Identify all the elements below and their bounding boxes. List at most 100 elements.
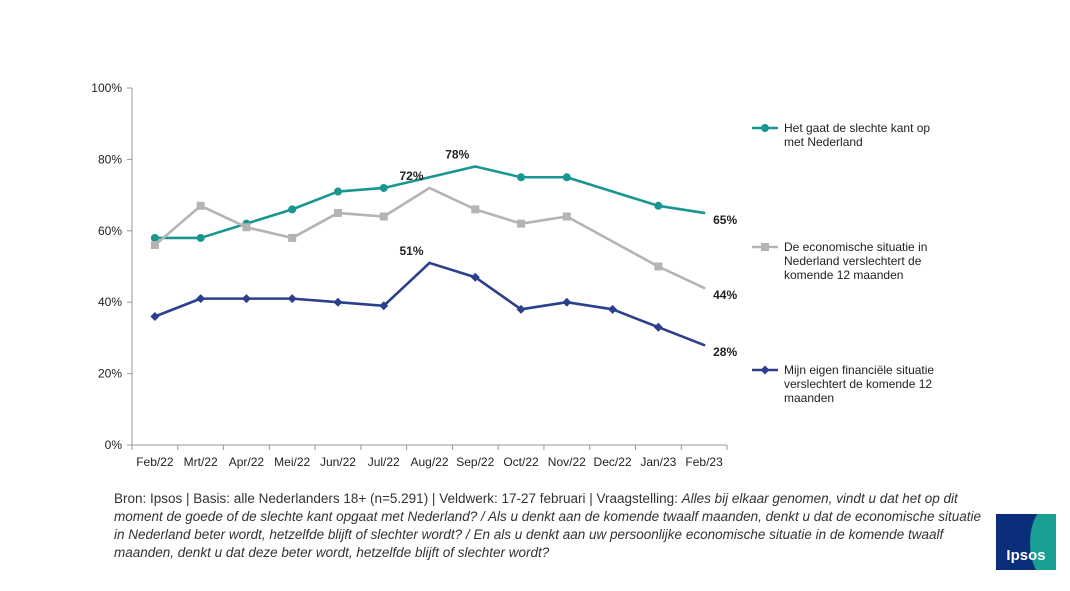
data-point [196, 201, 205, 210]
series-1: 72% 44% [150, 169, 737, 302]
data-point [470, 272, 480, 282]
legend-entry-2: Mijn eigen financiële situatieverslechte… [752, 363, 934, 405]
series-line-segment [657, 204, 706, 215]
series-line-segment [473, 275, 523, 311]
series-line-segment [336, 300, 386, 308]
data-point [287, 294, 297, 304]
data-label: 51% [399, 244, 423, 258]
data-point [150, 233, 159, 242]
series-line-segment [290, 297, 340, 304]
x-tick-label: Nov/22 [548, 455, 586, 469]
series-line-segment [428, 186, 477, 211]
series-2: 51% 28% [150, 244, 737, 359]
data-label: 44% [713, 288, 737, 302]
series-line-segment [519, 215, 569, 225]
series-line-segment [290, 211, 340, 240]
data-point [653, 322, 663, 332]
series-line-segment [245, 225, 294, 240]
y-tick-label: 60% [98, 224, 122, 238]
data-point [288, 205, 297, 214]
y-tick-label: 40% [98, 295, 122, 309]
data-point [471, 205, 480, 214]
x-tick-label: Feb/22 [136, 455, 174, 469]
logo-text: Ipsos [1006, 547, 1046, 564]
chart-series: 78% 65% 72% 44% 51% 28% [150, 148, 737, 359]
series-line-segment [199, 222, 248, 240]
data-point [562, 297, 572, 307]
ipsos-logo: Ipsos [996, 514, 1056, 570]
legend-label: komende 12 maanden [784, 268, 903, 282]
series-line-segment [428, 261, 477, 279]
legend-label: Nederland verslechtert de [784, 254, 922, 268]
series-line-segment [565, 215, 660, 268]
series-line-segment [657, 265, 706, 290]
data-point [517, 173, 526, 182]
data-label: 72% [399, 169, 423, 183]
logo-swoosh [1030, 514, 1056, 570]
x-tick-label: Oct/22 [503, 455, 539, 469]
x-tick-label: Jun/22 [320, 455, 356, 469]
data-point [196, 294, 206, 304]
source-question: Alles bij elkaar genomen, vindt u dat he… [114, 491, 982, 560]
series-line-segment [657, 325, 706, 347]
legend-label: De economische situatie in [784, 240, 927, 254]
data-point [150, 311, 160, 321]
source-prefix: Bron: Ipsos | Basis: alle Nederlanders 1… [114, 491, 682, 506]
y-tick-label: 100% [91, 81, 122, 95]
series-line-segment [382, 165, 477, 190]
series-line-segment [611, 308, 660, 329]
legend-label: maanden [784, 391, 834, 405]
line-chart: 0% 20% 40% 60% 80% 100% Feb/22 Mrt/22 Apr/22 Mei/… [91, 81, 934, 469]
series-line-segment [290, 190, 340, 211]
data-point [608, 304, 618, 314]
data-point [333, 187, 342, 196]
series-line-segment [473, 165, 523, 179]
data-point [562, 173, 571, 182]
data-label: 65% [713, 213, 737, 227]
y-tick-label: 80% [98, 152, 122, 166]
x-tick-label: Jul/22 [368, 455, 400, 469]
data-point [196, 233, 205, 242]
series-line-segment [153, 297, 202, 318]
data-point [242, 223, 251, 232]
x-tick-label: Mrt/22 [184, 455, 218, 469]
data-point [654, 262, 663, 271]
data-label: 78% [445, 148, 469, 162]
series-line-segment [565, 300, 614, 311]
data-point [760, 365, 770, 375]
legend-label: verslechtert de komende 12 [784, 377, 932, 391]
legend-label: Het gaat de slechte kant op [784, 121, 930, 135]
data-point [379, 183, 388, 192]
data-point [562, 212, 571, 221]
series-line-segment [382, 186, 431, 218]
chart-axes: 0% 20% 40% 60% 80% 100% Feb/22 Mrt/22 Apr/22 Mei/… [91, 81, 728, 469]
source-note: Bron: Ipsos | Basis: alle Nederlanders 1… [114, 490, 994, 562]
data-point [333, 297, 343, 307]
x-tick-label: Feb/23 [685, 455, 723, 469]
series-line-segment [153, 204, 202, 247]
x-tick-label: Sep/22 [456, 455, 494, 469]
x-tick-label: Jan/23 [640, 455, 676, 469]
data-point [150, 241, 159, 250]
data-point [761, 243, 769, 251]
data-label: 28% [713, 345, 737, 359]
series-0: 78% 65% [150, 148, 737, 242]
series-line-segment [336, 211, 386, 218]
series-line-segment [245, 208, 294, 225]
x-tick-label: Apr/22 [229, 455, 265, 469]
x-tick-label: Dec/22 [594, 455, 632, 469]
x-tick-label: Mei/22 [274, 455, 310, 469]
series-line-segment [519, 300, 569, 311]
legend-label: met Nederland [784, 135, 863, 149]
data-point [379, 212, 388, 221]
series-line-segment [382, 261, 431, 308]
series-line-segment [565, 175, 660, 208]
data-point [379, 301, 389, 311]
data-point [761, 124, 769, 132]
data-point [288, 233, 297, 242]
data-point [654, 201, 663, 210]
series-line-segment [199, 204, 248, 229]
